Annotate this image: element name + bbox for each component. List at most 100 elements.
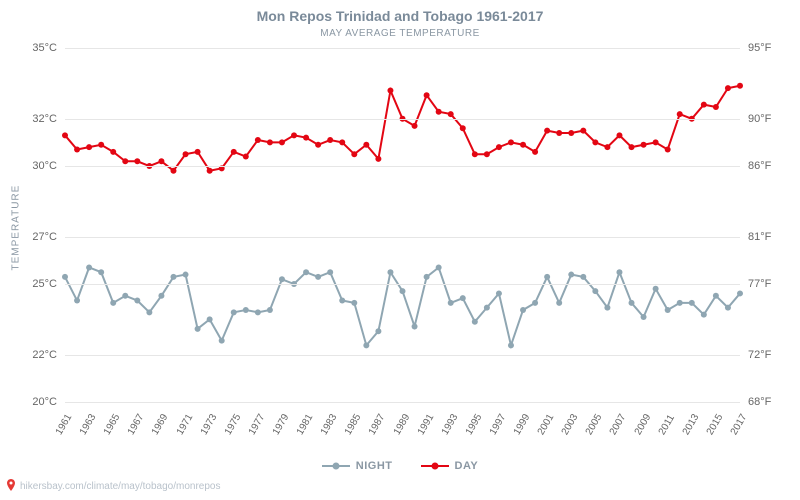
source-attribution: hikersbay.com/climate/may/tobago/monrepo… [6, 479, 220, 494]
night-marker [339, 298, 345, 304]
night-marker [484, 305, 490, 311]
night-marker [677, 300, 683, 306]
source-url: hikersbay.com/climate/may/tobago/monrepo… [20, 481, 220, 492]
night-marker [98, 269, 104, 275]
night-marker [207, 316, 213, 322]
night-marker [412, 323, 418, 329]
chart-svg [65, 48, 740, 402]
x-tick-label: 2005 [584, 412, 605, 437]
night-marker [303, 269, 309, 275]
day-marker [279, 139, 285, 145]
day-marker [62, 132, 68, 138]
night-marker [146, 309, 152, 315]
day-marker [183, 151, 189, 157]
legend-item-night: NIGHT [322, 460, 393, 472]
x-tick-label: 1975 [222, 412, 243, 437]
night-marker [568, 272, 574, 278]
night-marker [532, 300, 538, 306]
day-marker [568, 130, 574, 136]
x-tick-label: 1989 [391, 412, 412, 437]
x-tick-label: 1993 [439, 412, 460, 437]
x-tick-label: 1999 [512, 412, 533, 437]
gridline [65, 355, 740, 356]
night-marker [604, 305, 610, 311]
night-marker [592, 288, 598, 294]
night-marker [725, 305, 731, 311]
x-tick-label: 1967 [126, 412, 147, 437]
day-marker [267, 139, 273, 145]
day-marker [86, 144, 92, 150]
gridline [65, 119, 740, 120]
y-right-tick-label: 72°F [748, 349, 771, 361]
y-right-tick-label: 95°F [748, 42, 771, 54]
day-marker [387, 87, 393, 93]
day-marker [303, 135, 309, 141]
x-tick-label: 1971 [174, 412, 195, 437]
night-marker [653, 286, 659, 292]
gridline [65, 284, 740, 285]
day-marker [170, 168, 176, 174]
x-tick-label: 1963 [78, 412, 99, 437]
night-marker [158, 293, 164, 299]
day-marker [363, 142, 369, 148]
x-tick-label: 2015 [705, 412, 726, 437]
day-marker [629, 144, 635, 150]
day-marker [737, 83, 743, 89]
night-marker [315, 274, 321, 280]
day-marker [713, 104, 719, 110]
gridline [65, 402, 740, 403]
x-tick-label: 1985 [343, 412, 364, 437]
chart-title: Mon Repos Trinidad and Tobago 1961-2017 [0, 0, 800, 24]
night-marker [62, 274, 68, 280]
y-right-tick-label: 68°F [748, 396, 771, 408]
day-marker [122, 158, 128, 164]
x-tick-label: 1997 [488, 412, 509, 437]
y-right-tick-label: 81°F [748, 231, 771, 243]
day-marker [74, 146, 80, 152]
night-marker [629, 300, 635, 306]
night-marker [424, 274, 430, 280]
legend-label-night: NIGHT [356, 460, 393, 472]
x-tick-label: 1983 [319, 412, 340, 437]
night-marker [701, 312, 707, 318]
night-marker [544, 274, 550, 280]
x-tick-label: 1991 [415, 412, 436, 437]
chart-container: Mon Repos Trinidad and Tobago 1961-2017 … [0, 0, 800, 500]
night-marker [448, 300, 454, 306]
x-tick-label: 1977 [247, 412, 268, 437]
day-marker [641, 142, 647, 148]
night-marker [713, 293, 719, 299]
day-marker [653, 139, 659, 145]
night-marker [279, 276, 285, 282]
gridline [65, 166, 740, 167]
map-pin-icon [6, 479, 16, 494]
day-marker [98, 142, 104, 148]
x-tick-label: 2009 [632, 412, 653, 437]
night-marker [556, 300, 562, 306]
day-marker [351, 151, 357, 157]
x-tick-label: 2001 [536, 412, 557, 437]
x-tick-label: 1981 [295, 412, 316, 437]
legend-item-day: DAY [421, 460, 479, 472]
day-marker [701, 102, 707, 108]
x-tick-label: 1995 [464, 412, 485, 437]
plot-area [65, 48, 740, 402]
day-marker [195, 149, 201, 155]
day-marker [592, 139, 598, 145]
day-marker [484, 151, 490, 157]
night-marker [400, 288, 406, 294]
day-marker [508, 139, 514, 145]
day-marker [207, 168, 213, 174]
x-tick-label: 1979 [271, 412, 292, 437]
x-tick-label: 2011 [656, 413, 676, 437]
night-marker [496, 290, 502, 296]
night-marker [520, 307, 526, 313]
y-left-tick-label: 20°C [0, 396, 57, 408]
night-marker [689, 300, 695, 306]
night-line [65, 267, 740, 345]
day-marker [243, 154, 249, 160]
night-marker [183, 272, 189, 278]
y-right-tick-label: 90°F [748, 113, 771, 125]
night-marker [737, 290, 743, 296]
day-marker [677, 111, 683, 117]
